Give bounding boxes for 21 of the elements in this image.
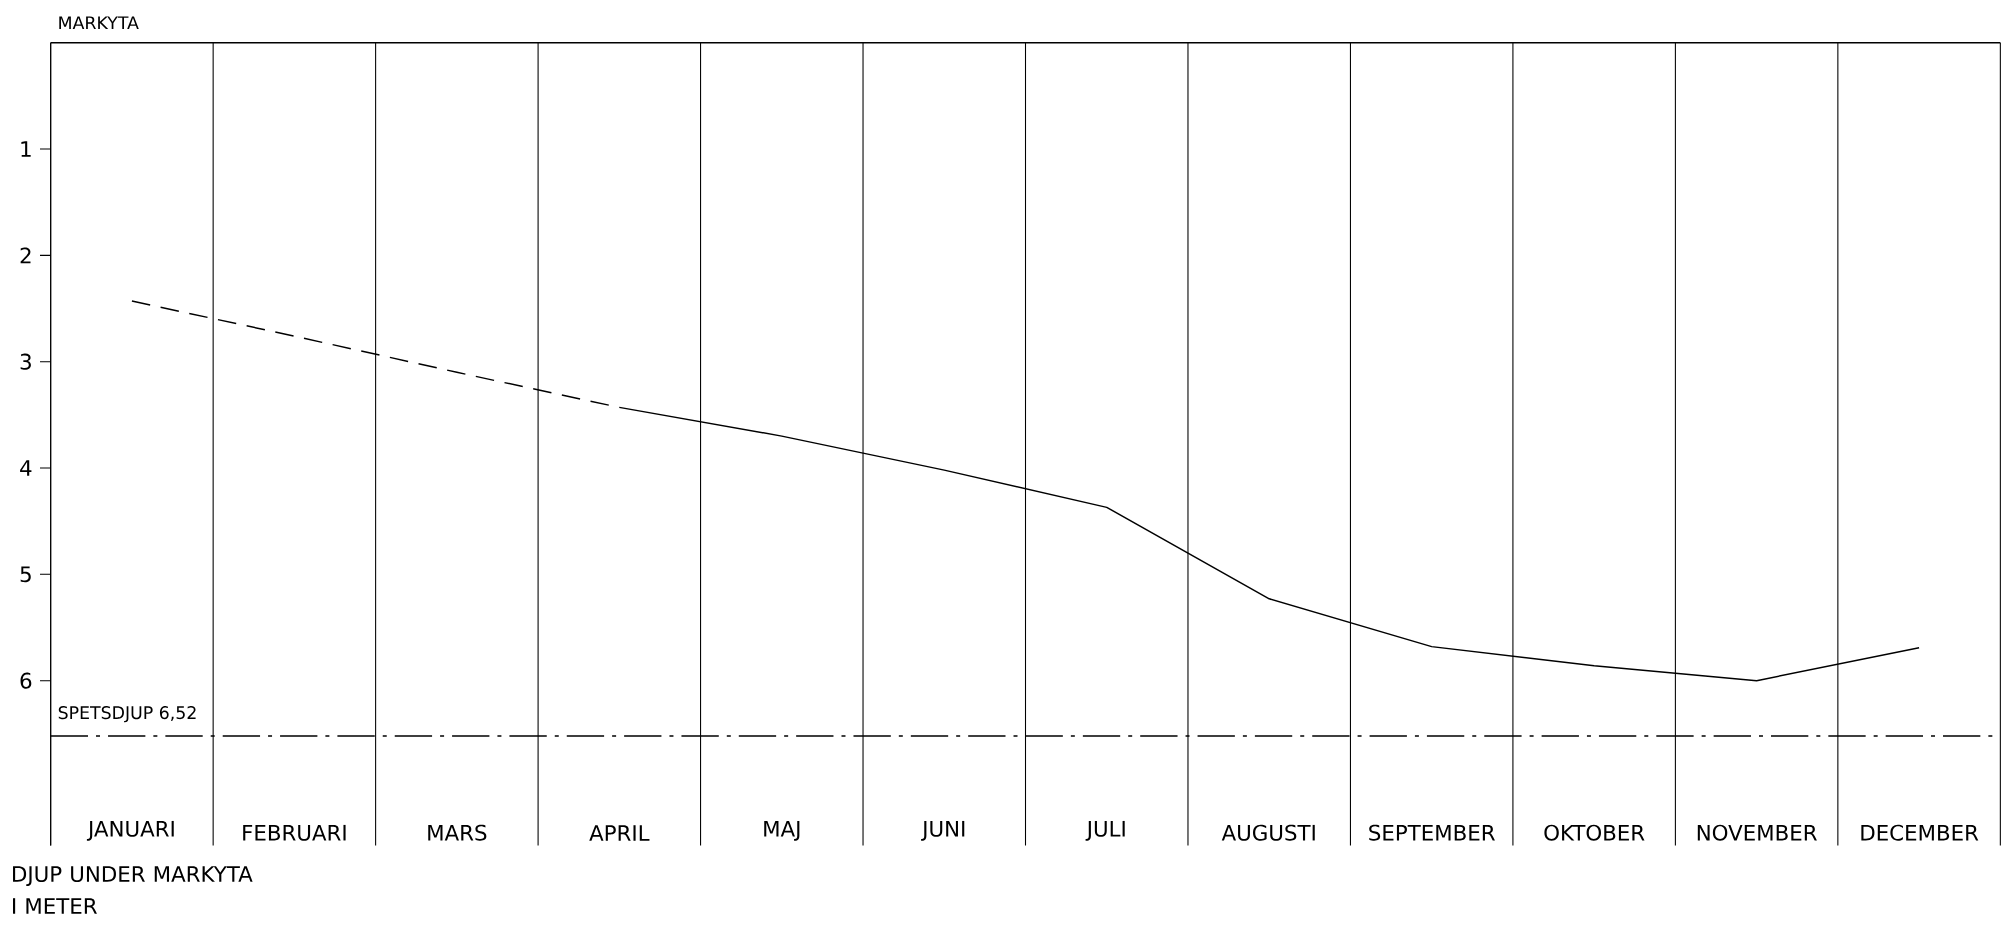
x-tick-label: MARS bbox=[428, 824, 487, 841]
y-tick-label: 6 bbox=[20, 672, 32, 689]
x-tick-label: JULI bbox=[1085, 820, 1125, 841]
y-tick-label: 4 bbox=[20, 460, 32, 476]
x-tick-label: OKTOBER bbox=[1544, 824, 1645, 841]
y-tick-label: 3 bbox=[20, 353, 31, 370]
x-tick-label: NOVEMBER bbox=[1697, 824, 1817, 841]
y-tick-label: 5 bbox=[20, 566, 31, 583]
x-tick-label: JUNI bbox=[921, 820, 965, 841]
x-tick-label: DECEMBER bbox=[1861, 824, 1979, 841]
x-tick-label: MAJ bbox=[764, 820, 800, 841]
x-tick-label: FEBRUARI bbox=[243, 824, 346, 841]
x-tick-label: APRIL bbox=[589, 825, 650, 841]
x-tick-label: SEPTEMBER bbox=[1369, 824, 1495, 841]
ref-line-label: SPETSDJUP 6,52 bbox=[58, 705, 196, 723]
y-tick-label: 1 bbox=[21, 141, 31, 157]
y-axis-title: DJUP UNDER MARKYTA I METER bbox=[13, 866, 253, 914]
x-tick-label: AUGUSTI bbox=[1221, 824, 1315, 841]
x-tick-label: JANUARI bbox=[86, 820, 174, 841]
y-tick-label: 2 bbox=[20, 247, 31, 264]
ref-line-label: MARKYTA bbox=[59, 16, 139, 29]
